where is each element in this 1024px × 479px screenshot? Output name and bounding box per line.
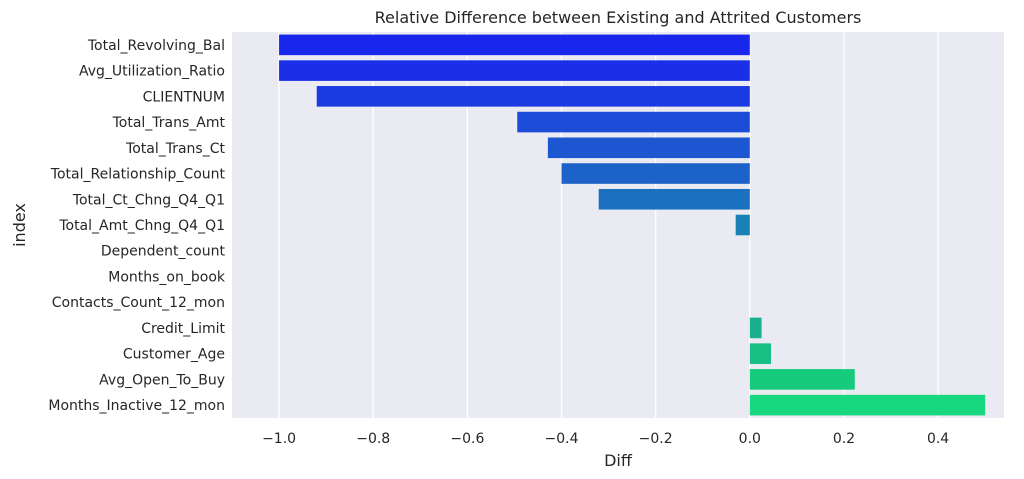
- bar-Customer_Age: [749, 343, 771, 364]
- y-tick-label: Total_Relationship_Count: [50, 167, 226, 183]
- bars: [279, 34, 986, 416]
- bar-Total_Amt_Chng_Q4_Q1: [735, 214, 750, 236]
- y-axis-label: index: [10, 203, 29, 247]
- bar-Total_Trans_Amt: [517, 111, 750, 133]
- bar-Total_Revolving_Bal: [279, 34, 750, 56]
- x-tick-label: 0.4: [927, 431, 949, 447]
- y-tick-label: Months_on_book: [108, 269, 226, 285]
- y-tick-label: Months_Inactive_12_mon: [48, 398, 225, 414]
- bar-Credit_Limit: [749, 317, 762, 339]
- y-tick-label: Total_Revolving_Bal: [87, 38, 225, 54]
- y-tick-label: Customer_Age: [123, 347, 225, 363]
- y-tick-label: Avg_Open_To_Buy: [99, 372, 225, 388]
- x-tick-labels: −1.0 −0.8 −0.6 −0.4 −0.2 0.0 0.2 0.4: [262, 431, 949, 447]
- bar-Avg_Utilization_Ratio: [279, 60, 750, 81]
- bar-CLIENTNUM: [316, 86, 750, 107]
- bar-Total_Trans_Ct: [547, 137, 750, 159]
- y-tick-label: Contacts_Count_12_mon: [52, 295, 225, 311]
- x-tick-label: −0.6: [450, 431, 484, 447]
- x-tick-label: −1.0: [262, 431, 296, 447]
- y-tick-label: Total_Trans_Ct: [125, 141, 225, 157]
- y-tick-label: Total_Trans_Amt: [112, 115, 226, 131]
- y-tick-label: CLIENTNUM: [143, 89, 225, 105]
- x-tick-label: 0.2: [833, 431, 855, 447]
- y-tick-label: Total_Amt_Chng_Q4_Q1: [58, 218, 225, 234]
- y-tick-label: Credit_Limit: [141, 321, 225, 337]
- chart-title: Relative Difference between Existing and…: [375, 8, 862, 27]
- y-tick-labels: Total_Revolving_Bal Avg_Utilization_Ratio…: [48, 38, 226, 414]
- x-axis-label: Diff: [604, 451, 633, 470]
- y-tick-label: Avg_Utilization_Ratio: [79, 64, 225, 80]
- x-tick-label: −0.2: [639, 431, 673, 447]
- bar-Total_Relationship_Count: [561, 163, 750, 184]
- x-tick-label: −0.8: [356, 431, 390, 447]
- x-tick-label: −0.4: [545, 431, 579, 447]
- bar-Avg_Open_To_Buy: [749, 369, 855, 390]
- bar-Total_Ct_Chng_Q4_Q1: [598, 188, 750, 210]
- y-tick-label: Total_Ct_Chng_Q4_Q1: [72, 192, 225, 208]
- x-tick-label: 0.0: [739, 431, 761, 447]
- bar-Months_Inactive_12_mon: [749, 394, 986, 416]
- y-tick-label: Dependent_count: [101, 244, 226, 260]
